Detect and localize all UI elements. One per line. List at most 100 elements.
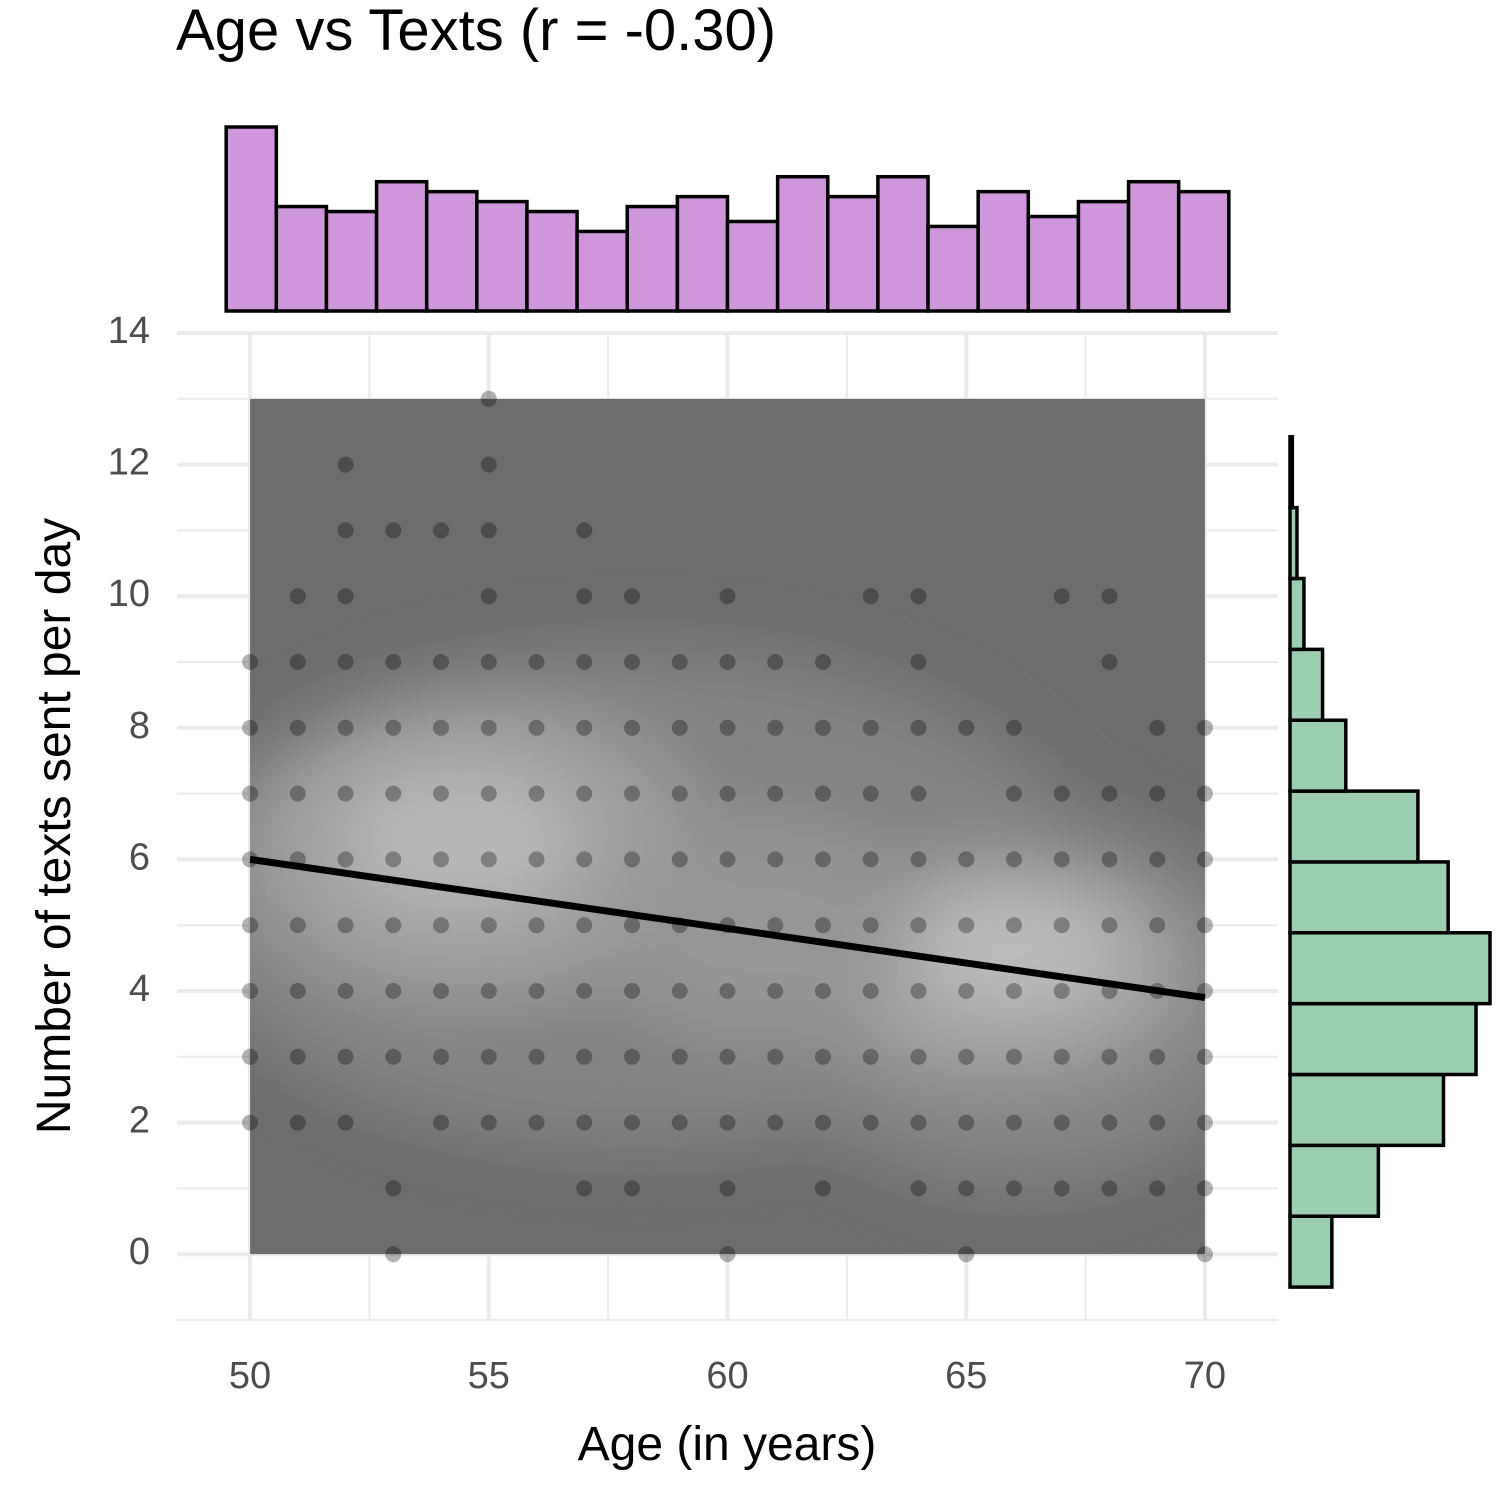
histogram-bar: [725, 219, 780, 313]
point: [671, 1048, 688, 1065]
point: [862, 785, 879, 802]
point: [767, 917, 784, 934]
histogram-bar: [525, 209, 579, 313]
point: [242, 983, 259, 999]
point: [1149, 917, 1166, 934]
histogram-bar: [1288, 576, 1306, 652]
point: [242, 917, 259, 934]
point: [719, 1114, 736, 1131]
point: [862, 1048, 879, 1065]
point: [242, 785, 259, 802]
point: [289, 1114, 306, 1131]
histogram-bar: [1288, 435, 1295, 510]
x-tick-label: 65: [945, 1355, 987, 1397]
point: [337, 456, 354, 473]
point: [910, 654, 927, 670]
point: [385, 1180, 402, 1197]
histogram-bar: [274, 204, 329, 313]
point: [480, 654, 497, 670]
histogram-bar: [1176, 189, 1231, 313]
histogram-bar: [1288, 1001, 1478, 1077]
histogram-bar: [1026, 214, 1081, 313]
point: [862, 917, 879, 934]
point: [433, 917, 450, 934]
x-tick-label: 60: [706, 1355, 748, 1397]
point: [289, 1048, 306, 1065]
point: [1053, 1114, 1070, 1131]
point: [528, 1114, 545, 1131]
point: [576, 851, 593, 868]
histogram-bar: [1076, 199, 1131, 313]
point: [576, 588, 593, 605]
point: [576, 1180, 593, 1197]
point: [719, 1180, 736, 1197]
point: [528, 917, 545, 934]
histogram-bar: [976, 189, 1031, 313]
histogram-bar: [1288, 505, 1299, 581]
point: [1053, 851, 1070, 868]
point: [433, 719, 450, 736]
y-tick-label: 6: [129, 836, 150, 878]
point: [958, 983, 975, 999]
point: [337, 917, 354, 934]
point: [767, 1048, 784, 1065]
point: [814, 1180, 831, 1197]
point: [337, 983, 354, 999]
point: [576, 719, 593, 736]
point: [671, 851, 688, 868]
point: [1101, 917, 1118, 934]
point: [1005, 983, 1022, 999]
point: [1149, 1114, 1166, 1131]
point: [528, 654, 545, 670]
point: [624, 983, 641, 999]
point: [1053, 983, 1070, 999]
point: [910, 588, 927, 605]
histogram-bar: [926, 224, 980, 313]
point: [576, 983, 593, 999]
point: [289, 654, 306, 670]
point: [719, 654, 736, 670]
point: [1053, 785, 1070, 802]
point: [1005, 917, 1022, 934]
point: [1196, 785, 1213, 802]
point: [1101, 654, 1118, 670]
point: [1196, 1246, 1213, 1263]
point: [862, 1114, 879, 1131]
point: [1101, 1114, 1118, 1131]
point: [385, 917, 402, 934]
point: [337, 719, 354, 736]
point: [958, 1246, 975, 1263]
point: [385, 785, 402, 802]
point: [814, 917, 831, 934]
histogram-bar: [625, 204, 680, 313]
point: [480, 1048, 497, 1065]
point: [1005, 1180, 1022, 1197]
point: [767, 785, 784, 802]
marks: [242, 390, 1213, 1263]
fit-line: [249, 855, 1206, 1002]
point: [242, 1048, 259, 1065]
point: [910, 1180, 927, 1197]
point: [767, 1114, 784, 1131]
point: [385, 851, 402, 868]
point: [576, 1048, 593, 1065]
point: [433, 654, 450, 670]
point: [814, 1114, 831, 1131]
histogram-bar: [324, 209, 379, 313]
point: [814, 983, 831, 999]
point: [671, 983, 688, 999]
point: [1196, 1048, 1213, 1065]
point: [1196, 917, 1213, 934]
point: [624, 719, 641, 736]
point: [480, 917, 497, 934]
histogram-bar: [475, 199, 529, 313]
point: [1101, 785, 1118, 802]
histogram-bar: [1288, 1072, 1446, 1148]
point: [624, 851, 641, 868]
point: [528, 1048, 545, 1065]
point: [910, 785, 927, 802]
point: [910, 917, 927, 934]
point: [289, 917, 306, 934]
point: [289, 785, 306, 802]
point: [242, 654, 259, 670]
